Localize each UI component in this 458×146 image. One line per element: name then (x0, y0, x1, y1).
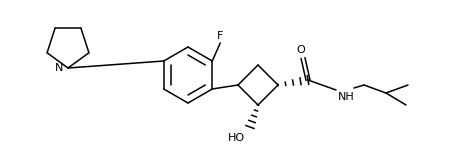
Text: O: O (297, 45, 305, 55)
Text: F: F (217, 31, 224, 41)
Text: NH: NH (338, 92, 355, 102)
Text: N: N (55, 63, 63, 73)
Text: HO: HO (228, 133, 245, 143)
